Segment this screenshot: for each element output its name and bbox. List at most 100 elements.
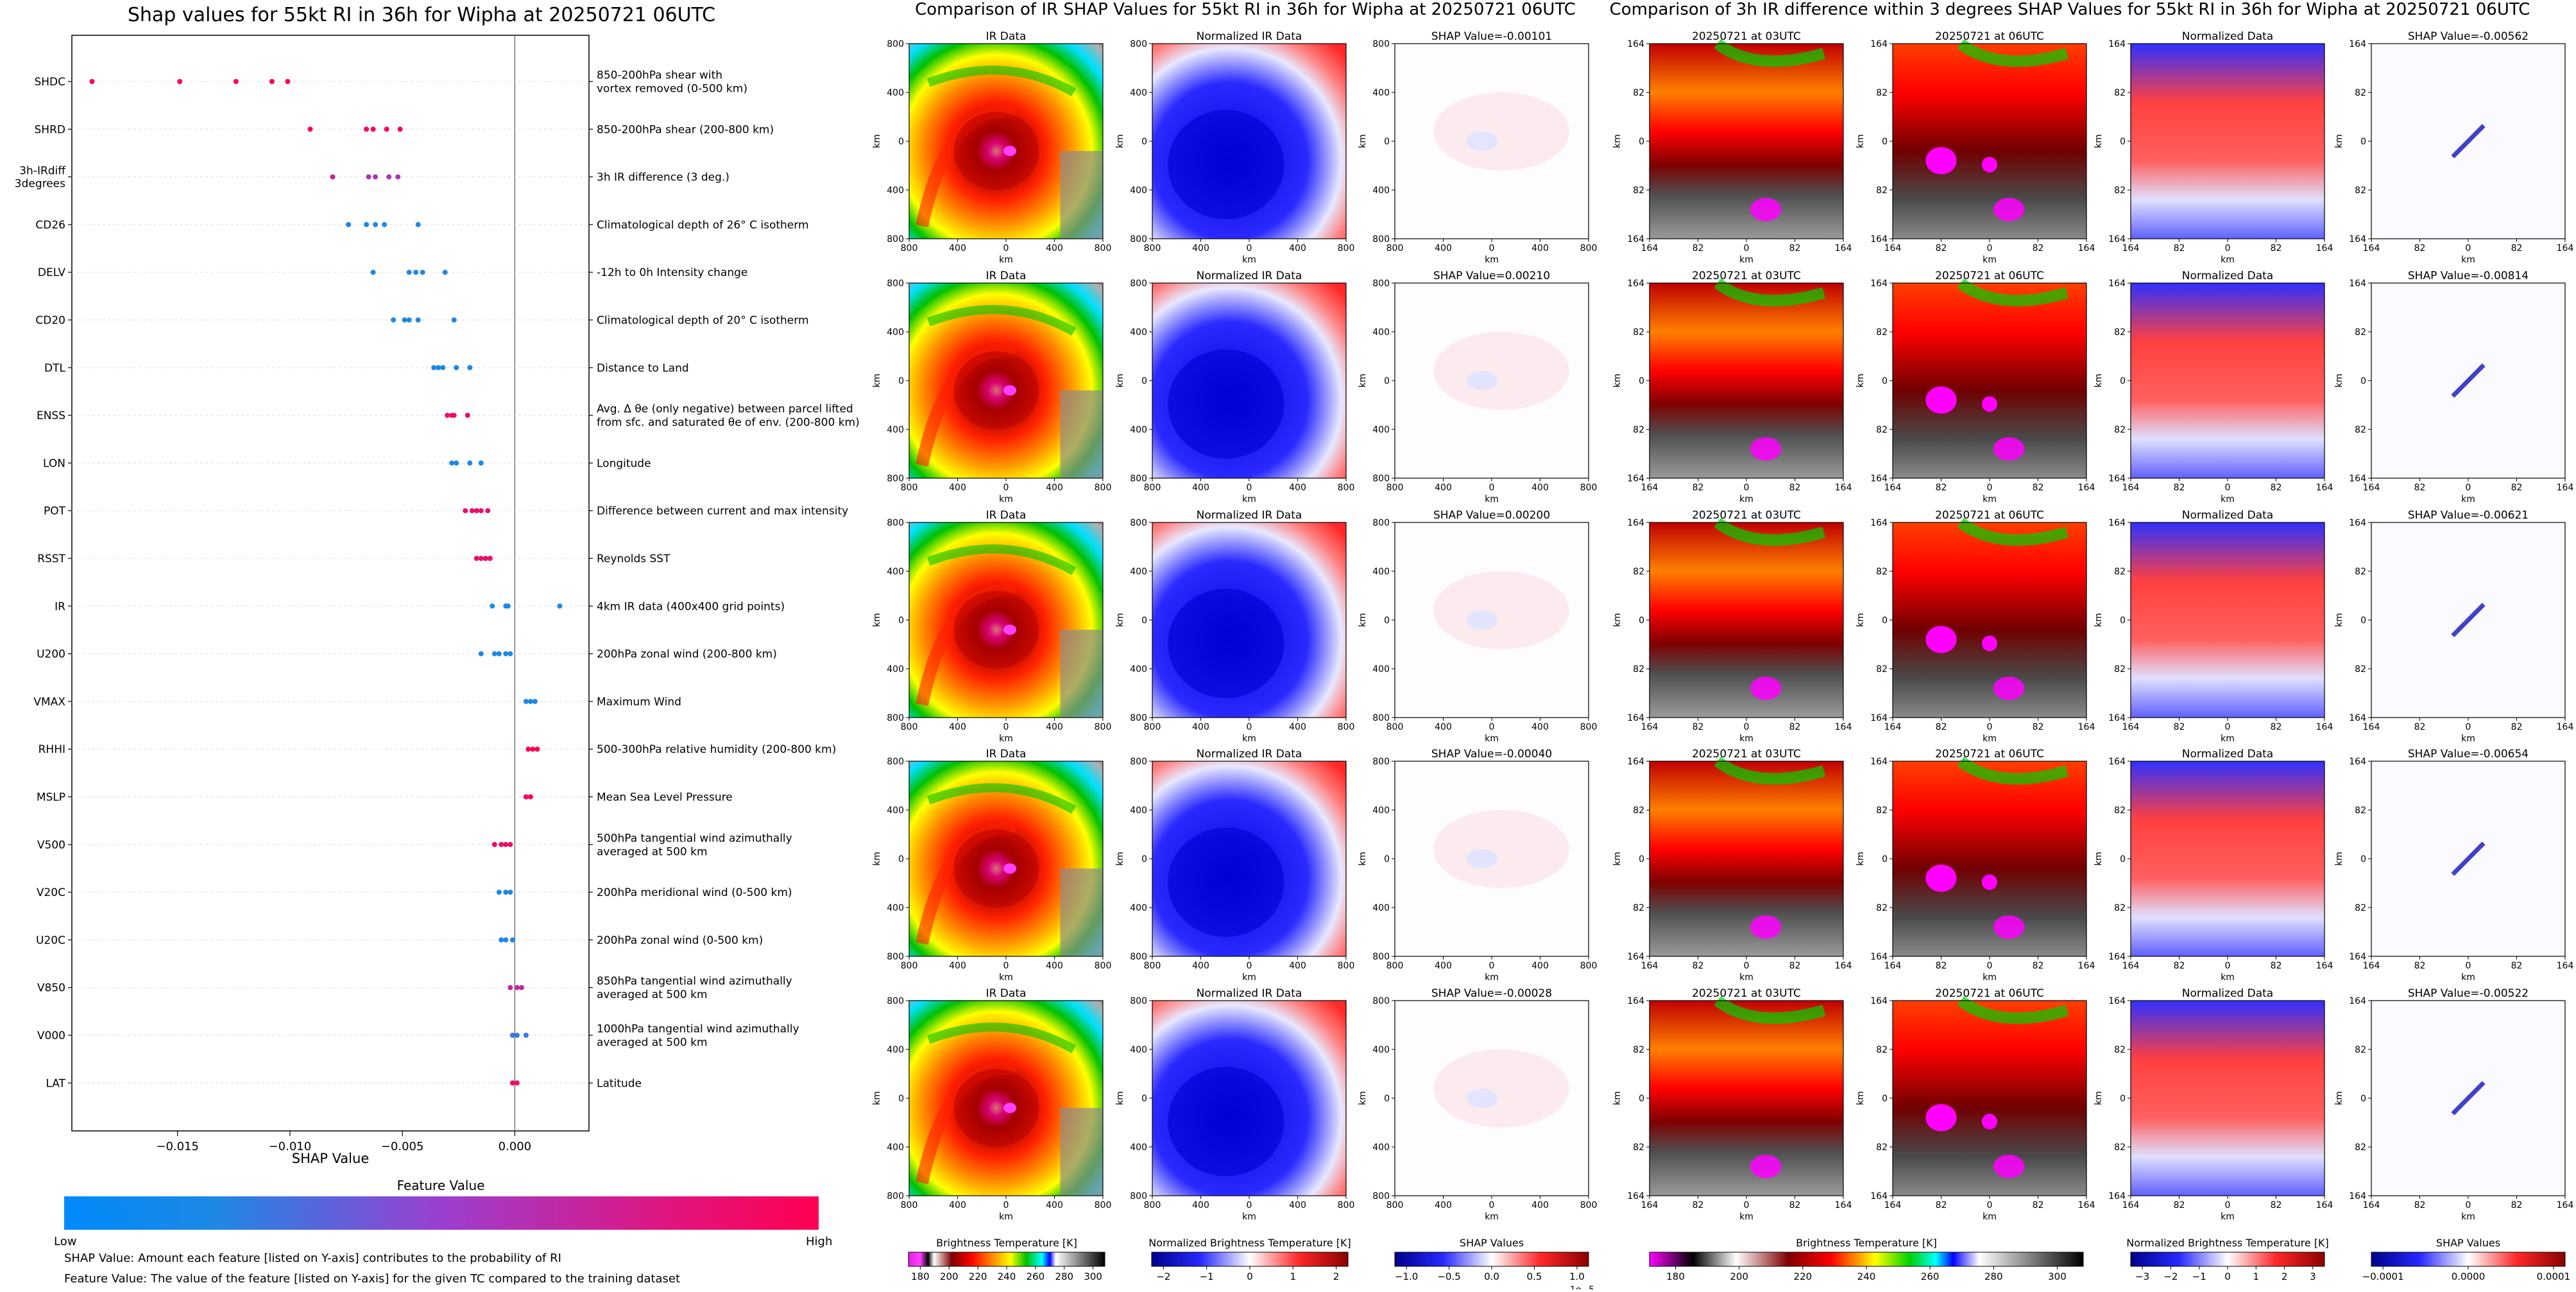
- feature-description-label: from sfc. and saturated θe of env. (200-…: [597, 417, 860, 429]
- y-tick-label: 0: [1882, 376, 1888, 386]
- shap-point: [454, 460, 459, 466]
- y-tick-label: 164: [1627, 234, 1644, 245]
- y-tick-label: 82: [2114, 185, 2126, 196]
- y-tick-label: 800: [887, 518, 904, 528]
- subplot-title: SHAP Value=0.00200: [1433, 509, 1550, 522]
- y-tick-label: 82: [2114, 1142, 2126, 1153]
- subplot-title: SHAP Value=-0.00654: [2408, 748, 2529, 761]
- diff-cold-cloud: [1981, 635, 1998, 651]
- x-axis-label: km: [2221, 255, 2235, 265]
- shap-negative-area: [1466, 610, 1498, 630]
- x-tick-label: 82: [1789, 1200, 1801, 1210]
- x-tick-label: 400: [949, 243, 966, 254]
- y-axis-label: km: [2094, 374, 2104, 388]
- y-tick-label: 400: [1130, 567, 1147, 577]
- x-tick-label: −0.010: [269, 1140, 312, 1153]
- y-tick-label: 82: [2114, 327, 2126, 338]
- x-tick-label: 82: [2174, 722, 2185, 732]
- feature-description-label: Difference between current and max inten…: [597, 505, 848, 518]
- diff-cold-cloud: [1925, 147, 1957, 175]
- x-tick-label: 164: [2078, 1200, 2095, 1210]
- subplot-title: Normalized Data: [2182, 987, 2273, 1000]
- x-tick-label: 164: [1641, 243, 1659, 254]
- x-tick-label: 0: [1744, 243, 1750, 254]
- ir-rainband: [926, 1022, 1077, 1054]
- shap-point: [534, 746, 540, 752]
- subplot-title: 20250721 at 06UTC: [1935, 987, 2044, 1000]
- y-tick-label: 400: [887, 185, 904, 196]
- diff-cloud-band: [1714, 517, 1826, 546]
- feature-code-label: CD26: [35, 219, 65, 232]
- subplot-title: Normalized Data: [2182, 270, 2273, 282]
- ir-clear-area: [1060, 390, 1103, 478]
- y-tick-label: 800: [887, 757, 904, 767]
- x-tick-label: 0: [1744, 722, 1750, 732]
- x-tick-label: 800: [1144, 243, 1161, 254]
- ir-eye: [1003, 863, 1017, 874]
- x-tick-label: 164: [2316, 1200, 2333, 1210]
- y-tick-label: 800: [1130, 757, 1147, 767]
- x-tick-label: 0: [1003, 1200, 1009, 1210]
- y-tick-label: 400: [887, 805, 904, 816]
- y-tick-label: 82: [2355, 1045, 2366, 1055]
- ir-diff-image: [1893, 761, 2086, 956]
- shap-point: [330, 174, 336, 180]
- y-tick-label: 400: [1372, 1045, 1390, 1055]
- shap-point: [177, 79, 183, 84]
- shap-point: [499, 841, 504, 847]
- x-tick-label: 400: [1531, 722, 1549, 732]
- y-tick-label: 164: [2349, 279, 2366, 289]
- y-tick-label: 82: [1633, 805, 1644, 816]
- x-tick-label: 82: [1789, 483, 1801, 493]
- x-tick-label: 400: [1046, 243, 1063, 254]
- y-tick-label: 164: [2349, 713, 2366, 723]
- x-tick-label: 82: [2033, 1200, 2044, 1210]
- x-tick-label: 800: [1580, 483, 1598, 493]
- y-tick-label: 82: [1876, 425, 1888, 435]
- x-tick-label: 82: [2511, 1200, 2523, 1210]
- shap-point: [373, 221, 379, 227]
- shap-point: [530, 746, 536, 752]
- y-axis-label: km: [1855, 613, 1866, 627]
- feature-description-label: Climatological depth of 20° C isotherm: [597, 314, 809, 327]
- y-axis-label: km: [1358, 1091, 1368, 1105]
- ir-core: [953, 351, 1039, 429]
- ir-rainband: [926, 544, 1077, 576]
- diff-normalized-image: [2131, 44, 2324, 239]
- subplot-title: 20250721 at 03UTC: [1692, 987, 1801, 1000]
- x-tick-label: 800: [1386, 1200, 1404, 1210]
- x-tick-label: 82: [2271, 722, 2282, 732]
- y-tick-label: 82: [1876, 903, 1888, 913]
- x-tick-label: 800: [1144, 483, 1161, 493]
- diff-cloud-band: [1957, 278, 2069, 307]
- x-tick-label: 164: [2122, 961, 2140, 971]
- y-axis-label: km: [1115, 852, 1125, 866]
- x-tick-label: 400: [1046, 722, 1063, 732]
- x-axis-label: km: [2221, 734, 2235, 744]
- y-tick-label: 800: [1130, 234, 1147, 245]
- diff-cold-cloud: [1981, 396, 1998, 412]
- shap-point: [478, 460, 484, 466]
- x-tick-label: 400: [1192, 722, 1209, 732]
- shap-point: [285, 79, 291, 84]
- x-tick-label: 800: [1338, 483, 1355, 493]
- x-tick-label: 0: [1489, 961, 1495, 971]
- shap-point: [523, 698, 529, 704]
- y-tick-label: 82: [1876, 327, 1888, 338]
- x-tick-label: 800: [1386, 483, 1404, 493]
- diff-cloud-band: [1714, 39, 1826, 67]
- colorbar-tick-label: 280: [1984, 1271, 2003, 1282]
- y-axis-label: km: [2334, 1091, 2344, 1105]
- feature-description-label: 200hPa zonal wind (0-500 km): [597, 934, 763, 947]
- y-tick-label: 400: [887, 664, 904, 675]
- y-tick-label: 164: [1870, 1191, 1888, 1202]
- y-tick-label: 164: [1870, 474, 1888, 484]
- shap-point: [491, 651, 497, 657]
- colorbar-tick-label: −1.0: [1395, 1271, 1418, 1282]
- x-tick-label: 400: [949, 722, 966, 732]
- x-tick-label: 0: [1247, 243, 1252, 254]
- x-tick-label: 82: [1789, 722, 1801, 732]
- colorbar-tick-label: 0.5: [1527, 1271, 1542, 1282]
- subplot-title: 20250721 at 06UTC: [1935, 270, 2044, 282]
- y-tick-label: 0: [1384, 1094, 1390, 1104]
